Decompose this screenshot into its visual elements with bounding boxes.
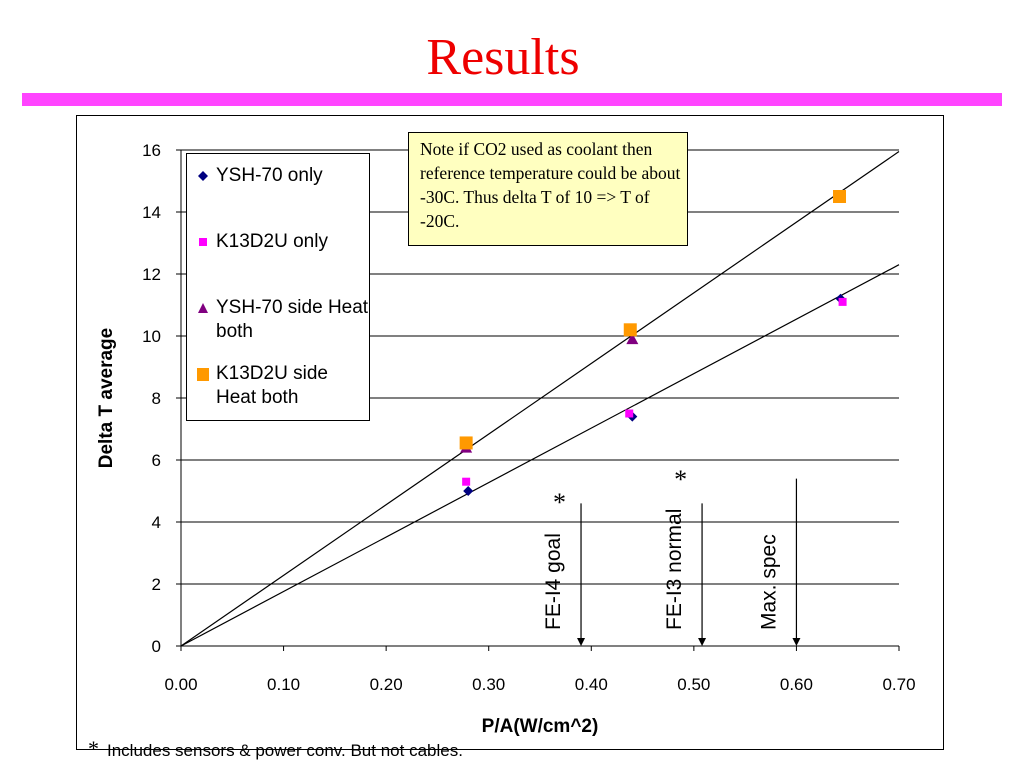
y-tick-label: 0 — [152, 637, 161, 656]
fit-line — [180, 264, 900, 647]
axes — [176, 149, 900, 651]
chart-legend: YSH-70 only K13D2U only YSH-70 side Heat… — [186, 153, 370, 421]
spec-annotations: FE-I4 goal * FE-I3 normal * Max. spec — [542, 465, 801, 646]
data-point-square — [623, 323, 637, 337]
slide-title: Results — [426, 29, 580, 86]
arrowhead-icon — [698, 638, 707, 646]
data-point-square — [833, 190, 847, 203]
coolant-note: Note if CO2 used as coolant then referen… — [408, 132, 688, 246]
footnote-star: * — [88, 736, 99, 761]
axis-labels: 0 2 4 6 8 10 12 14 16 0.00 0.10 0.20 0.30 0.40 0.50 0.6… — [96, 141, 916, 737]
legend-diamond-marker — [197, 170, 209, 182]
data-point-square — [459, 436, 473, 450]
x-axis-title: P/A(W/cm^2) — [482, 716, 599, 737]
legend-label: YSH-70 side Heat both — [216, 297, 369, 342]
arrowhead-icon — [792, 638, 801, 646]
x-tick-label: 0.40 — [575, 675, 608, 694]
y-tick-label: 6 — [152, 451, 161, 470]
spec-label: FE-I3 normal — [663, 509, 686, 630]
y-tick-label: 2 — [152, 575, 161, 594]
y-axis-title: Delta T average — [96, 328, 117, 468]
x-tick-label: 0.10 — [267, 675, 300, 694]
legend-triangle-marker — [197, 302, 209, 314]
legend-label: K13D2U only — [216, 231, 328, 252]
x-tick-label: 0.30 — [472, 675, 505, 694]
y-tick-label: 4 — [152, 513, 161, 532]
x-tick-label: 0.70 — [882, 675, 915, 694]
title-rule — [22, 93, 1002, 106]
x-tick-label: 0.00 — [164, 675, 197, 694]
data-point-square-small — [838, 297, 847, 306]
footnote-text: Includes sensors & power conv. But not c… — [107, 741, 463, 760]
arrowhead-icon — [577, 638, 586, 646]
data-point-square-small — [625, 409, 634, 418]
y-tick-label: 14 — [142, 203, 161, 222]
spec-label: FE-I4 goal — [542, 533, 565, 630]
data-point-diamond — [463, 486, 474, 496]
y-tick-label: 8 — [152, 389, 161, 408]
y-tick-label: 10 — [142, 327, 161, 346]
data-point-triangle — [626, 333, 639, 345]
spec-star: * — [674, 465, 687, 494]
y-tick-label: 12 — [142, 265, 161, 284]
chart-frame — [76, 115, 944, 750]
spec-label: Max. spec — [757, 534, 780, 630]
x-tick-label: 0.60 — [780, 675, 813, 694]
legend-label: YSH-70 only — [216, 165, 323, 186]
legend-square-marker — [197, 236, 209, 248]
data-points — [459, 190, 847, 496]
fit-line — [180, 151, 900, 647]
fit-lines — [180, 151, 900, 647]
spec-star: * — [553, 488, 566, 517]
footnote: * Includes sensors & power conv. But not … — [88, 736, 463, 762]
x-tick-label: 0.50 — [677, 675, 710, 694]
legend-label: K13D2U side Heat both — [216, 363, 328, 408]
data-point-square-small — [462, 477, 471, 486]
y-tick-label: 16 — [142, 141, 161, 160]
x-tick-label: 0.20 — [370, 675, 403, 694]
legend-square-marker — [197, 367, 209, 381]
